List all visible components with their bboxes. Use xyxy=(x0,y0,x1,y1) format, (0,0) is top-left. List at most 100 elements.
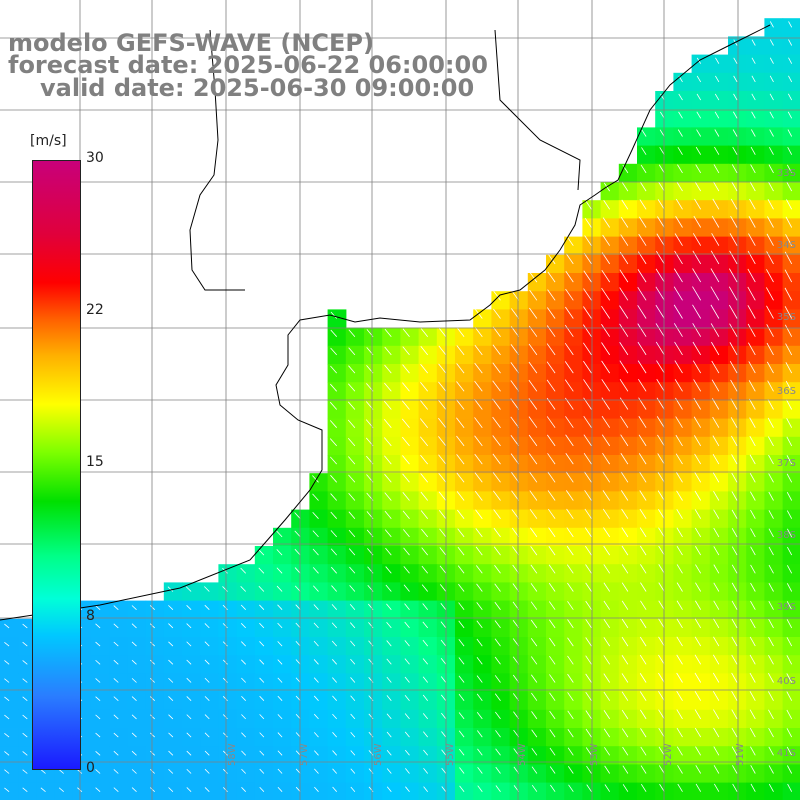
wind-arrow xyxy=(768,146,774,155)
field-cell xyxy=(546,564,565,583)
field-cell xyxy=(764,382,784,401)
wind-arrow xyxy=(601,287,611,301)
wind-arrow xyxy=(713,491,720,501)
field-cell xyxy=(509,709,529,729)
wind-arrow xyxy=(748,342,756,356)
wind-arrow xyxy=(750,528,756,538)
field-cell xyxy=(455,364,474,383)
field-cell xyxy=(600,400,620,420)
field-cell xyxy=(182,764,201,784)
field-cell xyxy=(709,345,729,365)
wind-arrow xyxy=(584,508,592,519)
field-cell xyxy=(673,691,693,711)
field-cell xyxy=(473,473,492,492)
field-cell xyxy=(728,163,747,183)
wind-arrow xyxy=(751,93,756,101)
field-cell xyxy=(309,673,329,693)
field-cell xyxy=(673,327,693,347)
field-cell xyxy=(728,527,747,547)
field-cell xyxy=(655,273,674,292)
wind-arrow xyxy=(531,674,538,683)
wind-arrow xyxy=(787,528,793,538)
field-cell xyxy=(764,109,784,128)
wind-arrow xyxy=(458,620,465,629)
wind-arrow xyxy=(639,471,647,483)
wind-arrow xyxy=(492,453,501,465)
wind-arrow xyxy=(493,490,501,501)
wind-arrow xyxy=(476,565,483,574)
field-cell xyxy=(509,655,529,674)
field-cell xyxy=(691,400,711,420)
wind-arrow xyxy=(277,750,283,756)
wind-arrow xyxy=(22,641,28,647)
field-cell xyxy=(746,673,765,693)
wind-arrow xyxy=(294,548,301,556)
field-cell xyxy=(691,673,711,693)
field-cell xyxy=(291,673,310,693)
field-cell xyxy=(618,655,638,674)
wind-arrow xyxy=(786,728,793,738)
field-cell xyxy=(709,200,729,219)
field-cell xyxy=(564,364,583,383)
wind-arrow xyxy=(313,677,319,683)
wind-arrow xyxy=(440,603,447,610)
wind-arrow xyxy=(510,380,520,392)
field-cell xyxy=(764,673,784,693)
wind-arrow xyxy=(565,471,574,483)
wind-arrow xyxy=(767,216,774,228)
wind-arrow xyxy=(131,750,137,756)
wind-arrow xyxy=(150,714,155,720)
wind-arrow xyxy=(402,455,410,465)
wind-arrow xyxy=(384,510,392,519)
wind-arrow xyxy=(494,601,501,610)
wind-arrow xyxy=(402,346,410,356)
field-cell xyxy=(527,582,547,602)
wind-arrow xyxy=(638,378,647,392)
field-cell xyxy=(782,182,800,201)
wind-arrow xyxy=(676,564,683,574)
title-valid-date: valid date: 2025-06-30 09:00:00 xyxy=(40,74,475,102)
wind-arrow xyxy=(603,618,611,629)
field-cell xyxy=(491,527,511,547)
wind-arrow xyxy=(767,399,774,410)
wind-arrow xyxy=(768,673,774,683)
field-cell xyxy=(145,637,165,656)
field-cell xyxy=(782,54,800,74)
field-cell xyxy=(655,746,674,765)
field-cell xyxy=(655,309,674,329)
wind-arrow xyxy=(733,93,738,101)
field-cell xyxy=(728,254,747,274)
wind-arrow xyxy=(675,198,683,210)
field-cell xyxy=(400,655,420,674)
field-cell xyxy=(637,564,656,583)
wind-arrow xyxy=(474,490,483,501)
wind-arrow xyxy=(511,308,520,319)
field-cell xyxy=(673,436,693,456)
field-cell xyxy=(600,364,620,383)
wind-arrow xyxy=(259,604,265,610)
field-cell xyxy=(709,618,729,638)
field-cell xyxy=(546,709,565,729)
field-cell xyxy=(673,145,693,165)
field-cell xyxy=(746,546,765,565)
wind-arrow xyxy=(731,654,738,665)
field-cell xyxy=(728,273,747,292)
wind-arrow xyxy=(567,601,574,610)
field-cell xyxy=(455,582,474,602)
wind-arrow xyxy=(259,750,265,756)
field-cell xyxy=(618,637,638,656)
field-cell xyxy=(345,509,365,529)
wind-arrow xyxy=(113,787,119,792)
wind-arrow xyxy=(640,783,647,792)
wind-arrow xyxy=(696,111,702,119)
wind-arrow xyxy=(786,199,793,210)
field-cell xyxy=(709,436,729,456)
field-cell xyxy=(509,364,529,383)
wind-arrow xyxy=(131,714,137,720)
field-cell xyxy=(655,163,674,183)
wind-arrow xyxy=(476,620,483,629)
wind-arrow xyxy=(405,768,410,774)
field-cell xyxy=(455,637,474,656)
field-cell xyxy=(600,637,620,656)
